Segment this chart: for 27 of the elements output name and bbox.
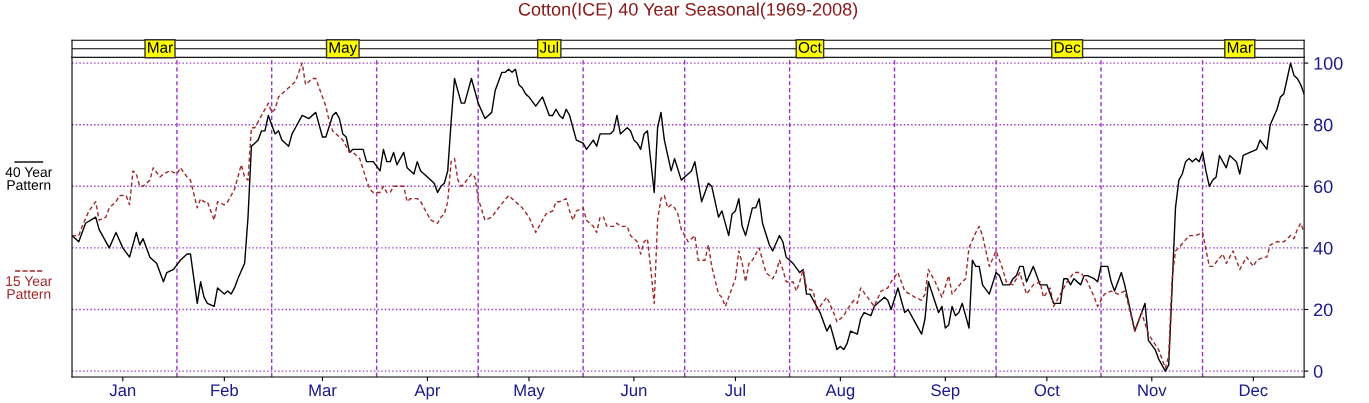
annotation: Jul [539,41,559,53]
legend-label: 40 Year Pattern [5,167,53,190]
x-tick-label: Feb [211,383,238,397]
chart-title: Cotton(ICE) 40 Year Seasonal(1969-2008) [518,2,858,20]
x-tick-label: Oct [1034,384,1060,397]
y-tick-label: 0 [1313,365,1323,378]
x-tick-label: Jan [109,384,136,397]
x-tick-label: Dec [1239,384,1268,397]
x-tick-label: May [514,384,545,400]
annotation: May [329,42,358,56]
annotation: Mar [1227,42,1253,53]
x-tick-label: Mar [309,384,337,397]
x-tick-label: Jul [725,383,745,397]
annotation: Oct [798,42,822,53]
x-tick-label: Sep [931,384,960,400]
x-tick-label: Apr [414,384,441,400]
y-tick-label: 80 [1313,118,1333,132]
annotation: Dec [1054,42,1081,53]
y-tick-label: 100 [1314,57,1343,70]
x-tick-label: Jun [620,384,647,397]
y-tick-label: 20 [1314,303,1333,317]
y-tick-label: 60 [1314,180,1333,194]
legend-label: 15 Year Pattern [6,276,53,299]
y-tick-label: 40 [1313,241,1333,255]
x-tick-label: Nov [1138,384,1167,397]
annotation: Mar [148,42,173,53]
x-tick-label: Aug [825,384,855,400]
